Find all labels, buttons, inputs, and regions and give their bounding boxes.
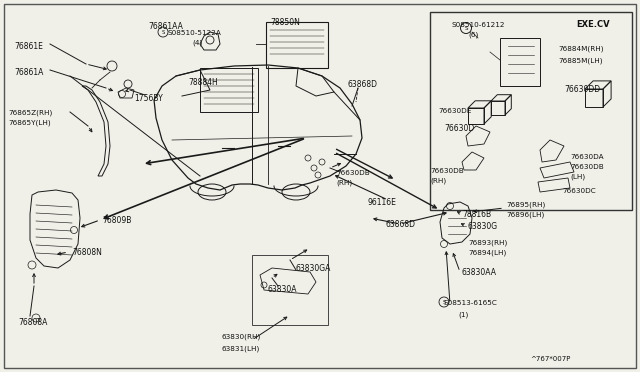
Text: ^767*007P: ^767*007P — [530, 356, 570, 362]
Bar — [430, 12, 632, 210]
Text: 78816B: 78816B — [462, 210, 491, 219]
Text: 76895(RH): 76895(RH) — [506, 202, 545, 208]
Text: 76630DB: 76630DB — [570, 164, 604, 170]
Text: S: S — [161, 29, 164, 35]
Text: 76630DB: 76630DB — [430, 168, 464, 174]
Text: 63830AA: 63830AA — [462, 268, 497, 277]
Text: 76885M(LH): 76885M(LH) — [558, 57, 602, 64]
Text: (RH): (RH) — [430, 178, 446, 185]
Text: 63830GA: 63830GA — [296, 264, 332, 273]
Text: 76808N: 76808N — [72, 248, 102, 257]
Text: S08513-6165C: S08513-6165C — [444, 300, 498, 306]
Text: 96116E: 96116E — [368, 198, 397, 207]
Text: (LH): (LH) — [570, 174, 585, 180]
Text: 63830(RH): 63830(RH) — [222, 334, 261, 340]
Text: 76630DC: 76630DC — [562, 188, 596, 194]
Bar — [266, 22, 328, 68]
Bar — [252, 255, 328, 325]
Text: 63831(LH): 63831(LH) — [222, 345, 260, 352]
Text: 63830A: 63830A — [268, 285, 298, 294]
Text: 76894(LH): 76894(LH) — [468, 250, 506, 257]
Text: 76630D: 76630D — [444, 124, 474, 133]
Text: (1): (1) — [458, 312, 468, 318]
Text: 76630DB: 76630DB — [336, 170, 370, 176]
Text: 76884M(RH): 76884M(RH) — [558, 46, 604, 52]
Text: 76809B: 76809B — [102, 216, 131, 225]
Text: 76865Z(RH): 76865Z(RH) — [8, 110, 52, 116]
Text: S: S — [464, 26, 468, 31]
Text: 63868D: 63868D — [348, 80, 378, 89]
Text: 76808A: 76808A — [18, 318, 47, 327]
Text: S08510-61212: S08510-61212 — [452, 22, 506, 28]
Text: 76630DE: 76630DE — [438, 108, 472, 114]
Text: 63830G: 63830G — [468, 222, 498, 231]
Text: 78884H: 78884H — [188, 78, 218, 87]
Text: 1756BY: 1756BY — [134, 94, 163, 103]
Text: 76893(RH): 76893(RH) — [468, 240, 508, 247]
Text: EXE.CV: EXE.CV — [576, 20, 610, 29]
Bar — [500, 38, 540, 86]
Text: 76865Y(LH): 76865Y(LH) — [8, 120, 51, 126]
Text: 76861A: 76861A — [14, 68, 44, 77]
Text: S08510-5122A: S08510-5122A — [168, 30, 222, 36]
Text: (RH): (RH) — [336, 180, 352, 186]
Bar — [200, 68, 258, 112]
Text: S: S — [442, 299, 445, 305]
Text: 63868D: 63868D — [386, 220, 416, 229]
Text: 78850N: 78850N — [270, 18, 300, 27]
Text: (6): (6) — [468, 32, 478, 38]
Text: 76861E: 76861E — [14, 42, 43, 51]
Text: 76630DA: 76630DA — [570, 154, 604, 160]
Text: 76861AA: 76861AA — [148, 22, 183, 31]
Text: 76896(LH): 76896(LH) — [506, 212, 544, 218]
Text: 76630DD: 76630DD — [564, 85, 600, 94]
Text: (4): (4) — [192, 40, 202, 46]
